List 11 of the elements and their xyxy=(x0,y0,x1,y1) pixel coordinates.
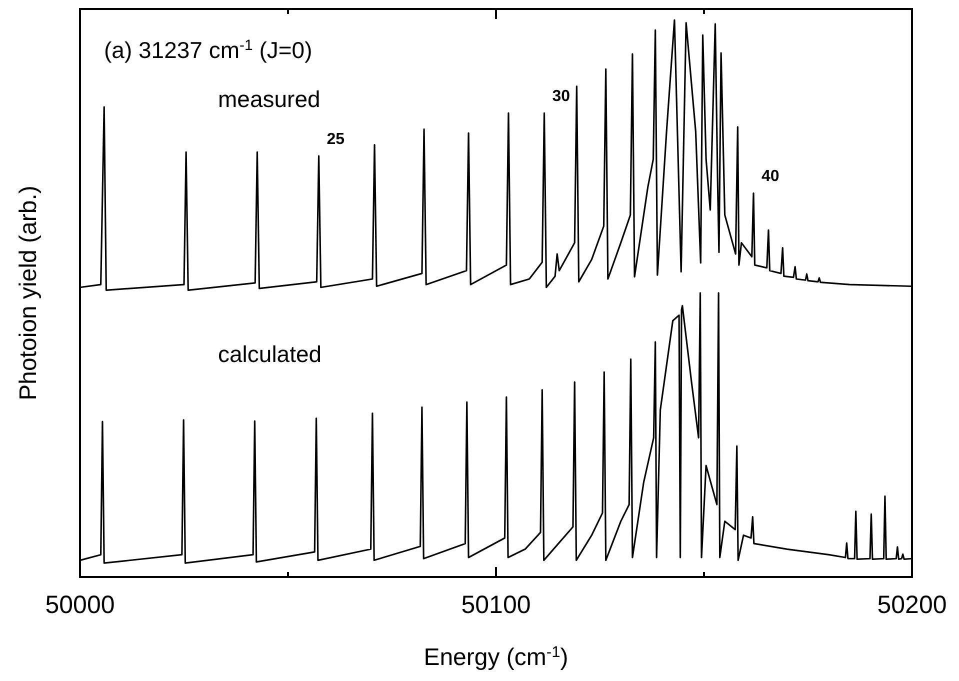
y-axis-title: Photoion yield (arb.) xyxy=(15,186,42,400)
annotation: 25 xyxy=(326,130,345,148)
annotation: 30 xyxy=(552,88,570,106)
x-tick-label: 50100 xyxy=(461,591,531,619)
x-tick-label: 50000 xyxy=(45,591,115,619)
text: calculated xyxy=(218,341,322,367)
x-axis-title: Energy (cm$^{-1}$) xyxy=(424,644,568,671)
annotation: 40 xyxy=(762,168,780,186)
x-tick-label: 50200 xyxy=(877,591,947,619)
annotation: (a) 31237 cm$^{-1}$ (J=0) xyxy=(104,36,312,63)
series-label: measured xyxy=(218,86,320,112)
